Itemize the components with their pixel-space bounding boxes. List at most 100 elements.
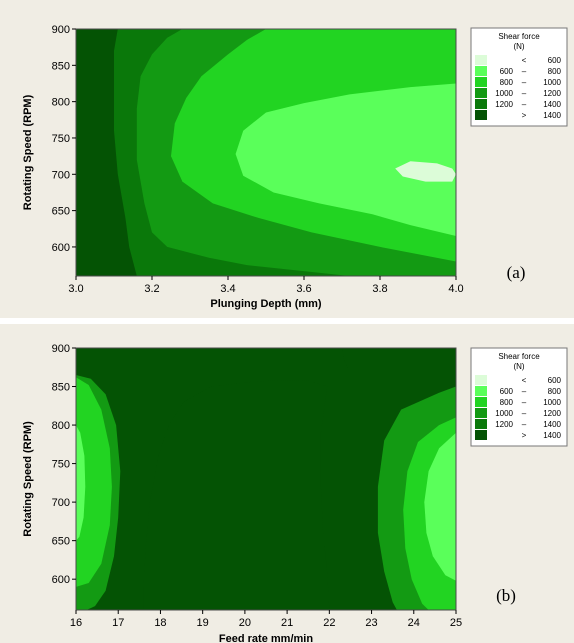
x-tick-label: 23	[365, 617, 377, 629]
legend-swatch	[475, 375, 487, 385]
legend-entry-lo: 1000	[495, 89, 513, 98]
y-tick-label: 850	[52, 60, 70, 72]
legend-entry-hi: 600	[548, 56, 562, 65]
x-tick-label: 3.0	[68, 283, 83, 295]
legend-entry-hi: 1200	[543, 409, 561, 418]
contour-region-3	[143, 380, 330, 610]
contour-region-4	[342, 348, 456, 370]
legend-entry-op: –	[522, 409, 527, 418]
y-tick-label: 700	[52, 169, 70, 181]
legend-entry-hi: 1400	[543, 431, 561, 440]
y-tick-label: 600	[52, 242, 70, 254]
legend-swatch	[475, 77, 487, 87]
legend-entry-op: –	[522, 398, 527, 407]
contour-region-3	[235, 83, 456, 236]
x-tick-label: 22	[323, 617, 335, 629]
y-axis-label: Rotating Speed (RPM)	[22, 94, 34, 210]
panel-label: (b)	[496, 586, 516, 605]
x-tick-label: 3.8	[372, 283, 387, 295]
y-tick-label: 650	[52, 536, 70, 548]
x-tick-label: 3.4	[220, 283, 235, 295]
y-tick-label: 650	[52, 206, 70, 218]
x-axis-label: Plunging Depth (mm)	[210, 298, 322, 310]
legend-entry-lo: 800	[500, 398, 514, 407]
plot-frame	[75, 347, 457, 611]
legend-swatch	[475, 386, 487, 396]
legend-entry-lo: 1200	[495, 100, 513, 109]
contour-region-4	[395, 161, 456, 182]
x-tick-label: 17	[112, 617, 124, 629]
y-tick-label: 750	[52, 459, 70, 471]
plot-area	[76, 29, 456, 276]
x-tick-label: 4.0	[448, 283, 463, 295]
legend-title: Shear force	[498, 32, 540, 41]
y-tick-label: 750	[52, 133, 70, 145]
contour-plot-b-svg: 16 17 18 19 20 21 22 23 24 25 900 850 800 750 700 650 60…	[0, 324, 574, 643]
legend-entry-lo: 800	[500, 78, 514, 87]
legend-entry-hi: 600	[548, 376, 562, 385]
contour-plot-a-svg: 3.0 3.2 3.4 3.6 3.8 4.0 900 850 800 750 700 650 600 P…	[0, 0, 574, 318]
legend-swatch	[475, 419, 487, 429]
x-tick-label: 24	[408, 617, 420, 629]
y-tick-label: 850	[52, 382, 70, 394]
legend-entry-hi: 800	[548, 67, 562, 76]
y-axis-label: Rotating Speed (RPM)	[22, 421, 34, 537]
contour-region-7	[424, 432, 456, 581]
legend-entry-op: >	[522, 111, 527, 120]
contour-region-1	[76, 377, 112, 587]
x-tick-label: 19	[197, 617, 209, 629]
legend-swatch	[475, 99, 487, 109]
contour-plot-a: 3.0 3.2 3.4 3.6 3.8 4.0 900 850 800 750 700 650 600 P…	[0, 0, 574, 318]
x-tick-label: 21	[281, 617, 293, 629]
legend-swatch	[475, 66, 487, 76]
legend-entry-op: <	[522, 56, 527, 65]
y-tick-label: 700	[52, 497, 70, 509]
contour-region-2	[76, 425, 86, 541]
legend-entry-hi: 1400	[543, 100, 561, 109]
legend-entry-op: –	[522, 100, 527, 109]
legend-swatch	[475, 110, 487, 120]
x-tick-label: 18	[154, 617, 166, 629]
legend-swatch	[475, 88, 487, 98]
legend-entry-op: –	[522, 420, 527, 429]
panel-label: (a)	[507, 263, 526, 282]
y-tick-label: 900	[52, 24, 70, 36]
legend-swatch	[475, 430, 487, 440]
legend-entry-op: >	[522, 431, 527, 440]
legend-entry-op: –	[522, 67, 527, 76]
legend-entry-lo: 600	[500, 67, 514, 76]
legend-title: Shear force	[498, 352, 540, 361]
plot-frame	[75, 28, 457, 277]
legend-swatch	[475, 55, 487, 65]
legend-swatch	[475, 408, 487, 418]
y-tick-label: 800	[52, 420, 70, 432]
x-tick-label: 25	[450, 617, 462, 629]
plot-area	[76, 348, 456, 610]
legend-entry-op: <	[522, 376, 527, 385]
y-tick-label: 800	[52, 97, 70, 109]
legend-entry-op: –	[522, 89, 527, 98]
legend-entry-hi: 1200	[543, 89, 561, 98]
legend-entry-hi: 1000	[543, 78, 561, 87]
legend-entry-hi: 1400	[543, 111, 561, 120]
legend-entry-hi: 1000	[543, 398, 561, 407]
legend-entry-lo: 600	[500, 387, 514, 396]
legend-entry-lo: 1000	[495, 409, 513, 418]
x-tick-label: 3.6	[296, 283, 311, 295]
contour-plot-b: 16 17 18 19 20 21 22 23 24 25 900 850 800 750 700 650 60…	[0, 324, 574, 643]
x-tick-label: 16	[70, 617, 82, 629]
legend-entry-op: –	[522, 78, 527, 87]
legend-swatch	[475, 397, 487, 407]
legend: Shear force(N)< 600600–800800–10001000–12…	[470, 347, 568, 447]
x-tick-label: 3.2	[144, 283, 159, 295]
x-axis-label: Feed rate mm/min	[219, 633, 313, 643]
y-tick-label: 600	[52, 574, 70, 586]
legend: Shear force(N)< 600600–800800–10001000–12…	[470, 27, 568, 127]
legend-entry-lo: 1200	[495, 420, 513, 429]
x-tick-label: 20	[239, 617, 251, 629]
legend-entry-hi: 1400	[543, 420, 561, 429]
legend-title-unit: (N)	[513, 42, 524, 51]
legend-title-unit: (N)	[513, 362, 524, 371]
legend-entry-hi: 800	[548, 387, 562, 396]
y-tick-label: 900	[52, 343, 70, 355]
